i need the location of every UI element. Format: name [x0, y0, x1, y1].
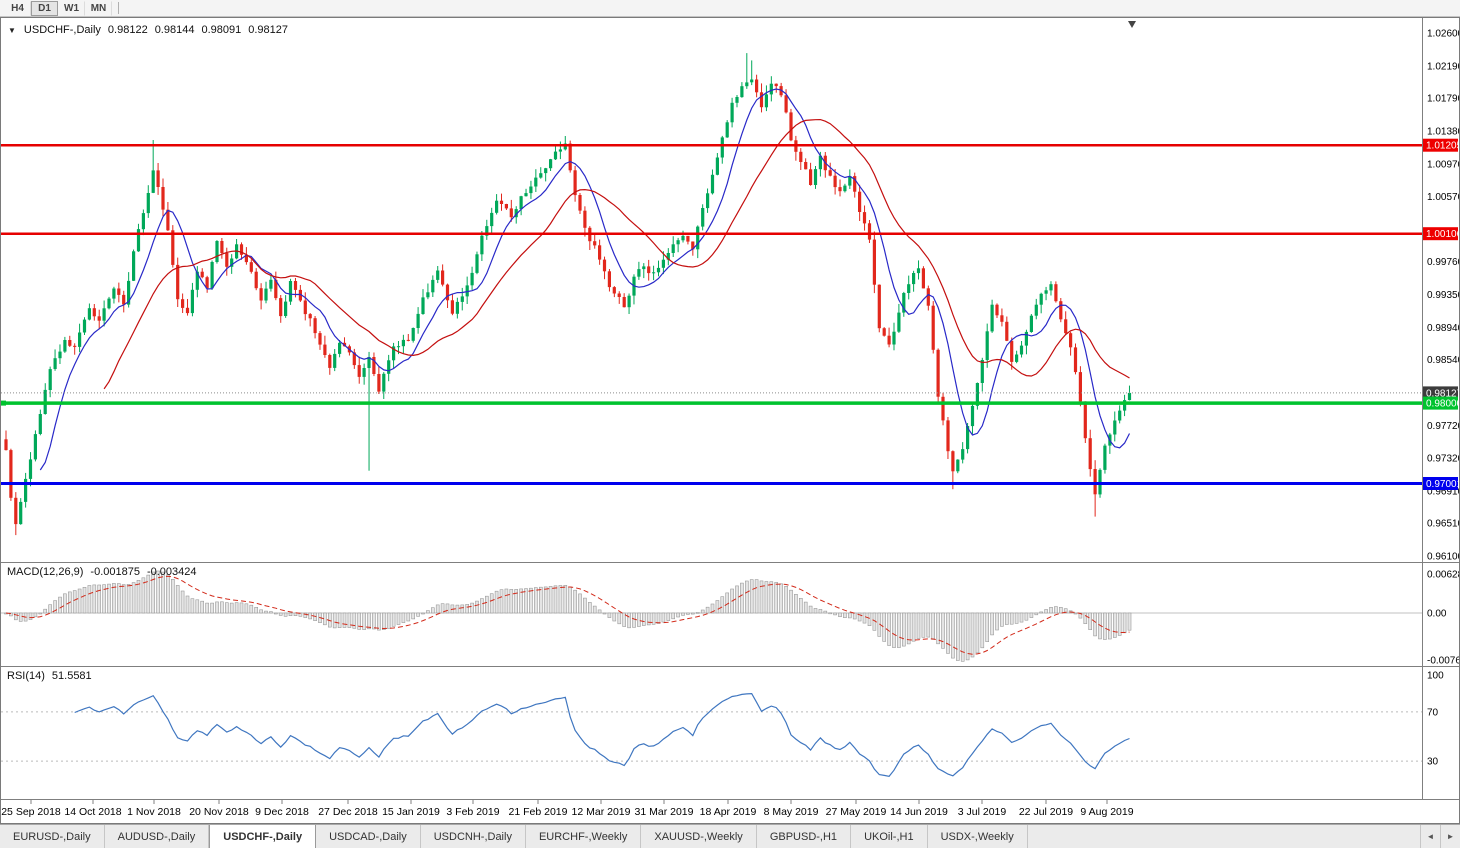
ohlc-close: 0.98127	[248, 24, 288, 36]
macd-histogram	[4, 570, 1132, 662]
tab-scroll-left-icon[interactable]: ◄	[1420, 825, 1440, 848]
chart-title: ▼ USDCHF-,Daily 0.98122 0.98144 0.98091 …	[8, 24, 288, 36]
price-axis-label: 1.02190	[1427, 62, 1459, 73]
date-axis-label: 3 Jul 2019	[958, 806, 1007, 818]
top-toolbar: H4 D1 W1 MN	[0, 0, 1460, 17]
date-axis-label: 25 Sep 2018	[1, 806, 61, 818]
rsi-line	[74, 692, 1130, 777]
tab-usdcad-daily[interactable]: USDCAD-,Daily	[316, 825, 421, 848]
tab-scroll-right-icon[interactable]: ►	[1440, 825, 1460, 848]
svg-text:0.98000: 0.98000	[1426, 399, 1459, 410]
chart-symbol-period: USDCHF-,Daily	[23, 24, 101, 36]
date-axis: 25 Sep 2018 14 Oct 2018 1 Nov 2018 20 Nov 2…	[1, 800, 1134, 818]
date-axis-label: 31 Mar 2019	[635, 806, 694, 818]
tab-eurusd-daily[interactable]: EURUSD-,Daily	[0, 825, 105, 848]
price-tag-0.98000: 0.98000	[1423, 396, 1459, 410]
price-tag-0.97001: 0.97001	[1423, 477, 1459, 490]
rsi-axis-label: 30	[1427, 757, 1439, 768]
date-axis-label: 9 Dec 2018	[255, 806, 309, 818]
chart-window: 1.02600 1.02190 1.01790 1.01380 1.00970 1.005…	[0, 17, 1460, 824]
macd-axis-label: 0.006286	[1427, 570, 1459, 581]
tab-ukoil-h1[interactable]: UKOil-,H1	[851, 825, 928, 848]
svg-text:0.97001: 0.97001	[1426, 479, 1459, 490]
price-tag-1.00106: 1.00106	[1423, 227, 1459, 241]
date-axis-label: 14 Jun 2019	[890, 806, 948, 818]
ohlc-low: 0.98091	[201, 24, 242, 36]
tab-xauusd-weekly[interactable]: XAUUSD-,Weekly	[641, 825, 757, 848]
timeframe-button-h4[interactable]: H4	[4, 0, 31, 16]
macd-axis-label: 0.00	[1427, 609, 1447, 620]
date-axis-label: 3 Feb 2019	[446, 806, 499, 818]
timeframe-button-d1[interactable]: D1	[31, 0, 58, 16]
ma-slow-line	[103, 118, 1130, 390]
date-axis-label: 12 Mar 2019	[572, 806, 631, 818]
svg-text:1.00106: 1.00106	[1426, 229, 1459, 240]
rsi-label: RSI(14) 51.5581	[7, 670, 92, 682]
tab-audusd-daily[interactable]: AUDUSD-,Daily	[104, 825, 210, 848]
svg-text:1.01205: 1.01205	[1426, 141, 1459, 152]
date-axis-label: 1 Nov 2018	[127, 806, 181, 818]
timeframe-button-w1[interactable]: W1	[58, 0, 85, 16]
price-chart-canvas[interactable]: 1.02600 1.02190 1.01790 1.01380 1.00970 1.005…	[1, 18, 1459, 823]
macd-label: MACD(12,26,9) -0.001875 -0.003424	[7, 566, 197, 578]
price-axis-label: 1.02600	[1427, 29, 1459, 40]
tab-gbpusd-h1[interactable]: GBPUSD-,H1	[756, 825, 852, 848]
macd-indicator-name: MACD(12,26,9)	[7, 566, 84, 578]
macd-value-signal: -0.003424	[146, 566, 197, 578]
line-anchor-marker[interactable]	[1, 400, 6, 406]
svg-text:0.98127: 0.98127	[1426, 388, 1459, 399]
date-axis-label: 8 May 2019	[764, 806, 819, 818]
date-axis-label: 9 Aug 2019	[1080, 806, 1133, 818]
rsi-value: 51.5581	[51, 670, 92, 682]
symbol-tabs: EURUSD-,Daily AUDUSD-,Daily USDCHF-,Daily U…	[0, 825, 1028, 848]
rsi-axis-label: 100	[1427, 671, 1444, 682]
macd-signal-line	[5, 575, 1130, 655]
price-axis-label: 1.01790	[1427, 94, 1459, 105]
date-axis-label: 14 Oct 2018	[64, 806, 121, 818]
tab-usdx-weekly[interactable]: USDX-,Weekly	[927, 825, 1028, 848]
date-axis-label: 18 Apr 2019	[700, 806, 757, 818]
rsi-axis-label: 70	[1427, 707, 1439, 718]
tab-scroll-controls: ◄ ►	[1420, 825, 1460, 848]
toolbar-separator	[118, 2, 119, 14]
price-scale: 1.02600 1.02190 1.01790 1.01380 1.00970 1.005…	[1427, 29, 1459, 768]
macd-value-main: -0.001875	[90, 566, 140, 578]
macd-axis-label: -0.00762	[1427, 656, 1459, 667]
ohlc-high: 0.98144	[154, 24, 195, 36]
candles-layer	[4, 53, 1132, 536]
symbol-tabbar: EURUSD-,Daily AUDUSD-,Daily USDCHF-,Daily U…	[0, 824, 1460, 848]
price-tag-1.01205: 1.01205	[1423, 138, 1459, 152]
tab-usdchf-daily[interactable]: USDCHF-,Daily	[209, 825, 317, 848]
ohlc-open: 0.98122	[107, 24, 148, 36]
date-axis-label: 21 Feb 2019	[509, 806, 568, 818]
tab-usdcnh-daily[interactable]: USDCNH-,Daily	[420, 825, 526, 848]
timeframe-buttons: H4 D1 W1 MN	[4, 0, 112, 16]
date-axis-label: 27 May 2019	[826, 806, 887, 818]
date-axis-label: 22 Jul 2019	[1019, 806, 1073, 818]
date-axis-label: 15 Jan 2019	[382, 806, 440, 818]
ma-fast-line	[39, 88, 1131, 471]
date-axis-label: 20 Nov 2018	[189, 806, 249, 818]
date-axis-label: 27 Dec 2018	[318, 806, 378, 818]
rsi-indicator-name: RSI(14)	[7, 670, 45, 682]
price-tag-0.98127: 0.98127	[1423, 386, 1459, 400]
symbol-dropdown-icon[interactable]: ▼	[8, 25, 16, 35]
tab-eurchf-weekly[interactable]: EURCHF-,Weekly	[525, 825, 642, 848]
price-axis-label: 1.00970	[1427, 160, 1459, 171]
price-axis-label: 1.01380	[1427, 127, 1459, 138]
timeframe-button-mn[interactable]: MN	[85, 0, 112, 16]
chart-shift-marker-icon[interactable]	[1128, 21, 1136, 28]
